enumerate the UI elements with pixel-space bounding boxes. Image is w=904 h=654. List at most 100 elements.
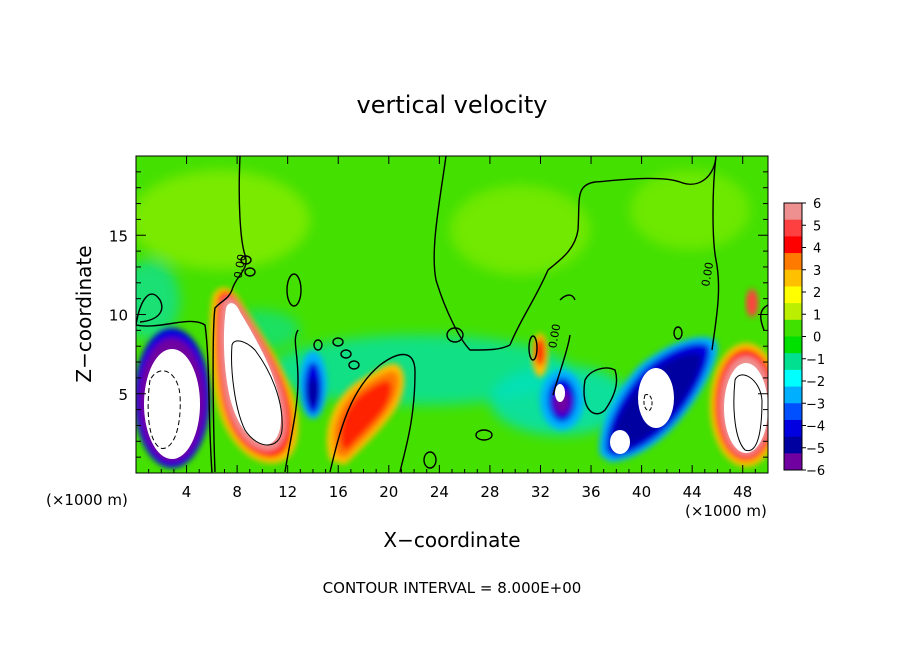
contour-zero-32	[509, 156, 717, 346]
x-tick-label-48: 48	[733, 483, 752, 501]
colorbar-swatch-3	[784, 253, 802, 271]
contour-label-0: 0.00	[231, 253, 248, 279]
contour-zero-left	[136, 320, 213, 473]
colorbar-swatch-11	[784, 386, 802, 404]
contour-zero-left-cap	[136, 293, 163, 326]
colorbar-swatch-7	[784, 319, 802, 337]
x-axis-label: X−coordinate	[383, 528, 520, 552]
contour-pos-48	[733, 374, 763, 452]
x-tick-label-44: 44	[683, 483, 702, 501]
y-tick-label-15: 15	[109, 227, 128, 245]
y-axis-label: Z−coordinate	[72, 245, 96, 382]
updraft-48-core	[724, 363, 768, 453]
x-tick-label-36: 36	[581, 483, 600, 501]
field-cyan-left	[136, 260, 180, 340]
colorbar-label: 0	[813, 331, 821, 346]
colorbar-swatch-5	[784, 286, 802, 304]
colorbar-swatch-1	[784, 219, 802, 237]
contour-loop-1	[240, 255, 252, 265]
colorbar-swatch-4	[784, 269, 802, 287]
contour-zero-33	[552, 334, 571, 396]
heatmap-field: 0.00 0.00 0.00	[136, 156, 768, 473]
contour-label-2: 0.00	[699, 261, 716, 287]
x-tick-label-8: 8	[232, 483, 242, 501]
contour-loop-7	[446, 327, 464, 343]
contour-label-1: 0.00	[546, 323, 563, 349]
contour-loop-2	[244, 267, 256, 277]
contour-zero-28	[433, 156, 511, 351]
colorbar-label: 1	[813, 308, 821, 323]
contour-open-1	[559, 294, 576, 301]
contour-loop-9	[673, 326, 683, 340]
field-upper-right	[630, 170, 750, 250]
contour-zero-8	[212, 156, 247, 473]
contour-interval-note: CONTOUR INTERVAL = 8.000E+00	[323, 579, 582, 597]
x-tick-label-16: 16	[329, 483, 348, 501]
x-unit-right: (×1000 m)	[685, 502, 767, 520]
colorbar-label: 6	[813, 197, 821, 212]
contour-zero-36	[583, 367, 618, 415]
downdraft-38-core	[610, 430, 630, 454]
contour-labels: 0.00 0.00 0.00	[231, 253, 716, 349]
contour-loop-5	[340, 349, 352, 359]
colorbar-swatch-2	[784, 236, 802, 254]
colorbar-label: −2	[806, 375, 825, 390]
contour-loop-4	[332, 337, 344, 347]
x-tick-label-32: 32	[531, 483, 550, 501]
contour-loop-6	[348, 360, 360, 370]
downdraft-33-core	[555, 384, 565, 402]
x-axis-ticks: 4 8 12 16 20 24 28 32 36 40 44 48	[148, 156, 756, 501]
colorbar-swatch-8	[784, 336, 802, 354]
downdraft-left-core	[144, 349, 200, 459]
colorbar-swatch-15	[784, 453, 802, 471]
x-tick-label-28: 28	[480, 483, 499, 501]
contour-lines	[136, 156, 768, 473]
colorbar-swatch-13	[784, 419, 802, 438]
downdraft-14-center	[308, 378, 318, 406]
contour-pos-8	[231, 340, 283, 446]
colorbar-swatch-6	[784, 303, 802, 321]
colorbar-label: 4	[813, 242, 821, 257]
contour-neg-40	[643, 394, 653, 411]
x-unit-left: (×1000 m)	[46, 491, 128, 509]
y-axis-ticks: 5 10 15	[109, 171, 768, 458]
contour-loop-11	[313, 339, 323, 351]
contour-zero-12	[284, 329, 299, 473]
contour-neg-left	[147, 370, 181, 449]
y-tick-label-10: 10	[109, 307, 128, 325]
colorbar-swatch-12	[784, 403, 802, 421]
updraft-48-top	[746, 289, 758, 317]
contour-zero-44	[711, 156, 720, 351]
contour-zero-20	[329, 353, 416, 473]
field-upper-mid	[450, 185, 590, 275]
contour-loop-10	[423, 451, 437, 469]
colorbar-label: −3	[806, 397, 825, 412]
chart-title: vertical velocity	[357, 91, 548, 119]
contour-loop-3	[286, 273, 302, 307]
colorbar-label: −4	[806, 420, 825, 435]
x-tick-label-40: 40	[632, 483, 651, 501]
colorbar-label: 5	[813, 219, 821, 234]
contour-loop-8	[475, 429, 493, 441]
colorbar: 6 5 4 3 2 1 0 −1 −2 −3 −4 −5 −6	[783, 197, 825, 479]
x-tick-label-20: 20	[379, 483, 398, 501]
colorbar-label: 3	[813, 264, 821, 279]
contour-zero-48	[760, 304, 768, 331]
colorbar-label: −6	[806, 464, 825, 479]
colorbar-label: −5	[806, 442, 825, 457]
contour-loop-12	[528, 335, 538, 361]
colorbar-label: 2	[813, 286, 821, 301]
colorbar-swatch-0	[784, 203, 802, 221]
x-tick-label-12: 12	[278, 483, 297, 501]
y-tick-label-5: 5	[118, 386, 128, 404]
updraft-18-red	[340, 380, 392, 450]
colorbar-swatch-14	[784, 436, 802, 454]
colorbar-swatch-9	[784, 353, 802, 371]
x-tick-label-24: 24	[430, 483, 449, 501]
colorbar-swatch-10	[784, 369, 802, 388]
x-tick-label-4: 4	[182, 483, 192, 501]
downdraft-40-core	[638, 368, 674, 428]
colorbar-label: −1	[806, 353, 825, 368]
field-upper-left	[136, 170, 310, 270]
